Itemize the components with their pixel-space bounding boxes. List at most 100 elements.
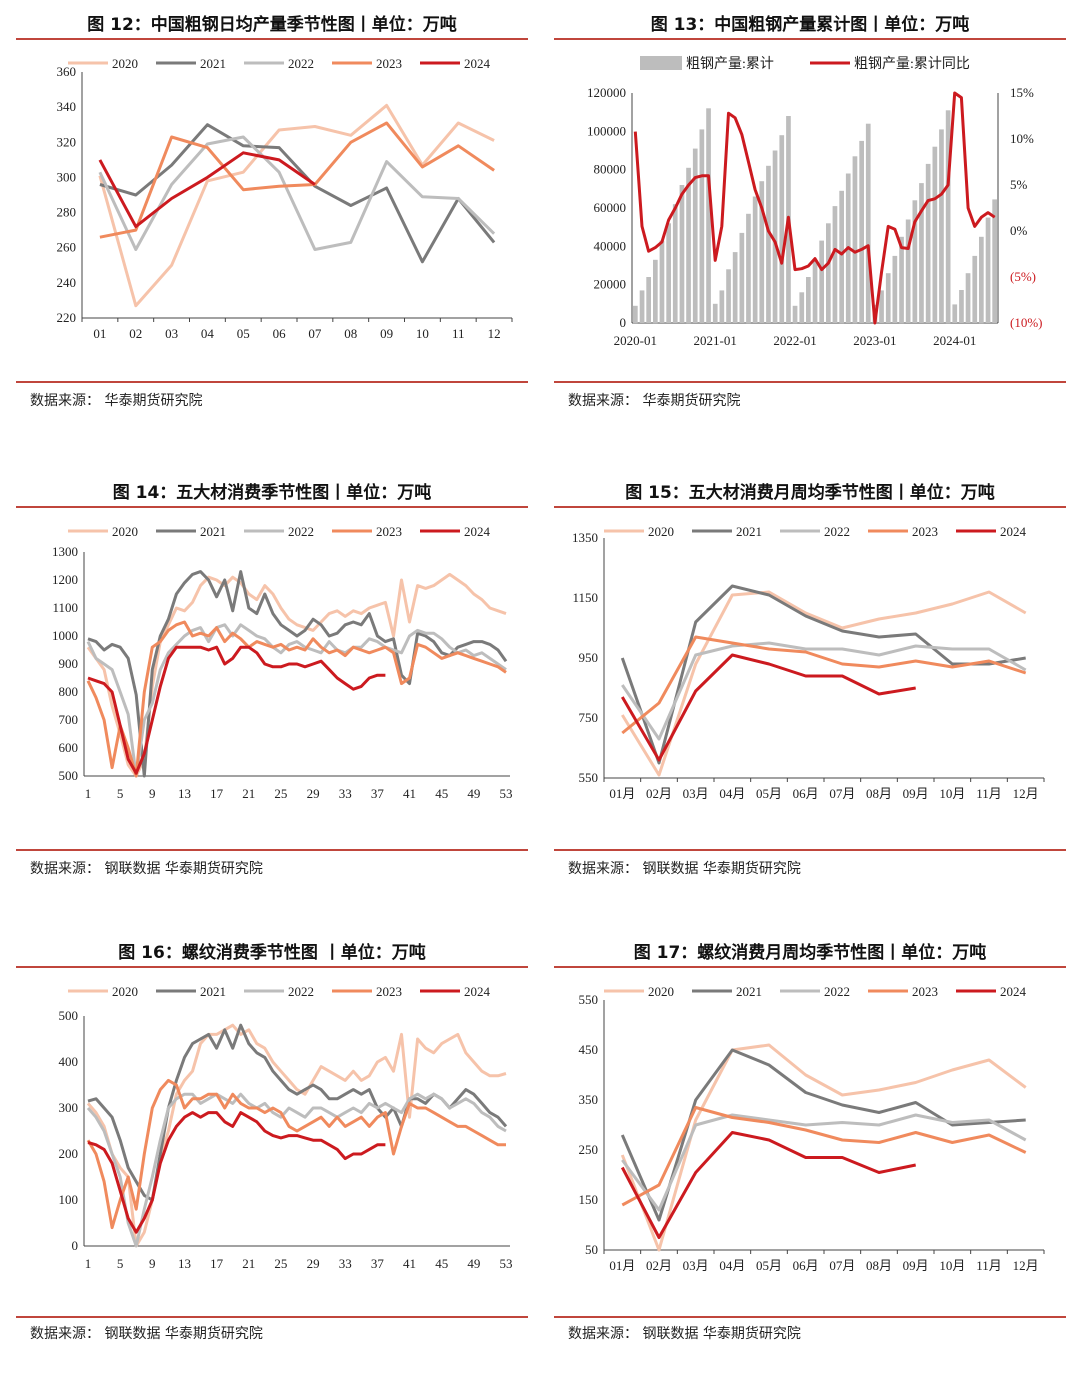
series-line-2022 <box>98 135 496 251</box>
bar-cumulative <box>812 259 818 324</box>
y-tick-label: 550 <box>579 770 599 785</box>
legend-label-2020: 2020 <box>648 524 674 539</box>
bar-cumulative <box>899 236 904 324</box>
legend-label-2020: 2020 <box>112 984 138 999</box>
y-tick-label: 50 <box>585 1242 598 1257</box>
x-tick-label: 53 <box>500 1256 513 1271</box>
x-tick-label: 25 <box>274 786 287 801</box>
bar-cumulative <box>759 181 765 323</box>
x-tick-label: 53 <box>500 786 513 801</box>
y-right-tick-label: 15% <box>1010 85 1034 100</box>
y-tick-label: 250 <box>579 1142 599 1157</box>
x-tick-label: 05 <box>237 326 250 341</box>
x-tick-label: 08月 <box>866 1258 892 1273</box>
y-tick-label: 1200 <box>52 572 78 587</box>
y-tick-label: 300 <box>59 1100 79 1115</box>
x-tick-label: 49 <box>467 786 480 801</box>
source-rule <box>554 1316 1066 1318</box>
chart-title: 图 12：中国粗钢日均产量季节性图丨单位：万吨 <box>87 15 457 35</box>
y-tick-label: 300 <box>57 169 77 184</box>
source-rule <box>554 849 1066 851</box>
y-left-tick-label: 80000 <box>594 162 627 177</box>
chart-panel-fig16: 图 16：螺纹消费季节性图 丨单位：万吨 2020 2021 2022 2023 202… <box>16 928 528 1378</box>
bar-cumulative <box>826 223 831 323</box>
x-tick-label: 2021-01 <box>694 333 737 348</box>
bar-cumulative <box>779 135 785 323</box>
bar-cumulative <box>692 148 698 323</box>
x-tick-label: 07月 <box>829 1258 855 1273</box>
y-left-tick-label: 120000 <box>587 85 626 100</box>
x-tick-label: 09 <box>380 326 393 341</box>
chart-plot: 2020 2021 2022 2023 2024 550 750 950 1150 1350 01月… <box>572 524 1045 801</box>
series-line-2023 <box>621 1106 1027 1207</box>
title-rule <box>16 966 528 968</box>
bar-cumulative <box>792 305 798 324</box>
chart-plot: 2020 2021 2022 2023 2024 220 240 260 280 300 320 34… <box>57 56 513 341</box>
x-tick-label: 03月 <box>683 786 709 801</box>
bar-cumulative <box>666 223 671 323</box>
x-tick-label: 08月 <box>866 786 892 801</box>
y-right-tick-label: (10%) <box>1010 315 1043 330</box>
bar-cumulative <box>939 129 944 323</box>
chart-plot: 粗钢产量:累计 粗钢产量:累计同比 0 20000 40000 60000 80000 100… <box>587 56 1043 348</box>
bar-cumulative <box>945 110 951 324</box>
bar-cumulative <box>739 232 745 323</box>
series-line-2023 <box>86 1078 506 1230</box>
x-tick-label: 9 <box>149 786 156 801</box>
x-tick-label: 12月 <box>1013 1258 1039 1273</box>
legend-swatch-cumulative <box>640 56 682 70</box>
x-tick-label: 11月 <box>976 786 1002 801</box>
title-rule <box>554 506 1066 508</box>
legend-label-2023: 2023 <box>912 524 938 539</box>
x-tick-label: 03月 <box>683 1258 709 1273</box>
x-tick-label: 11月 <box>976 1258 1002 1273</box>
legend-label-2020: 2020 <box>112 56 138 71</box>
y-right-tick-label: (5%) <box>1010 269 1036 284</box>
x-tick-label: 2023-01 <box>853 333 896 348</box>
legend-label-2024: 2024 <box>1000 984 1027 999</box>
x-tick-label: 07 <box>308 326 322 341</box>
x-tick-label: 12月 <box>1013 786 1039 801</box>
bar-cumulative <box>639 290 645 323</box>
series-line-2022 <box>86 1092 507 1248</box>
y-tick-label: 700 <box>59 712 79 727</box>
x-tick-label: 01月 <box>609 786 635 801</box>
bar-cumulative <box>992 199 997 323</box>
bar-cumulative <box>746 213 751 324</box>
bar-cumulative <box>892 255 898 323</box>
legend-label-yoy: 粗钢产量:累计同比 <box>854 56 970 72</box>
x-tick-label: 08 <box>344 326 357 341</box>
series-line-2022 <box>621 1113 1027 1212</box>
y-tick-label: 0 <box>72 1238 79 1253</box>
bar-cumulative <box>819 240 824 323</box>
legend-label-cumulative: 粗钢产量:累计 <box>686 56 774 72</box>
series-line-2020 <box>98 103 495 308</box>
bar-cumulative <box>699 129 705 323</box>
chart-source: 数据来源： 钢联数据 华泰期货研究院 <box>30 861 263 877</box>
x-tick-label: 45 <box>435 1256 448 1271</box>
x-tick-label: 04 <box>201 326 215 341</box>
y-tick-label: 500 <box>59 768 79 783</box>
y-tick-label: 1000 <box>52 628 78 643</box>
bar-cumulative <box>653 259 658 324</box>
series-line-2021 <box>99 123 496 264</box>
y-left-tick-label: 40000 <box>594 238 627 253</box>
x-tick-label: 05月 <box>756 1258 782 1273</box>
chart-source: 数据来源： 钢联数据 华泰期货研究院 <box>568 861 801 877</box>
bar-cumulative <box>686 167 691 324</box>
series-line-2024 <box>87 645 386 775</box>
legend-label-2020: 2020 <box>648 984 674 999</box>
legend-label-2023: 2023 <box>376 56 402 71</box>
x-tick-label: 10月 <box>939 1258 965 1273</box>
bar-cumulative <box>925 163 931 323</box>
series-line-2024 <box>98 151 316 229</box>
title-rule <box>16 38 528 40</box>
chart-source: 数据来源： 钢联数据 华泰期货研究院 <box>568 1326 801 1342</box>
y-left-tick-label: 60000 <box>594 200 627 215</box>
chart-source: 数据来源： 华泰期货研究院 <box>30 393 203 409</box>
x-tick-label: 2022-01 <box>773 333 816 348</box>
series-line-2020 <box>620 1043 1027 1252</box>
legend-label-2023: 2023 <box>376 984 402 999</box>
bar-cumulative <box>659 240 665 323</box>
x-tick-label: 33 <box>339 786 352 801</box>
